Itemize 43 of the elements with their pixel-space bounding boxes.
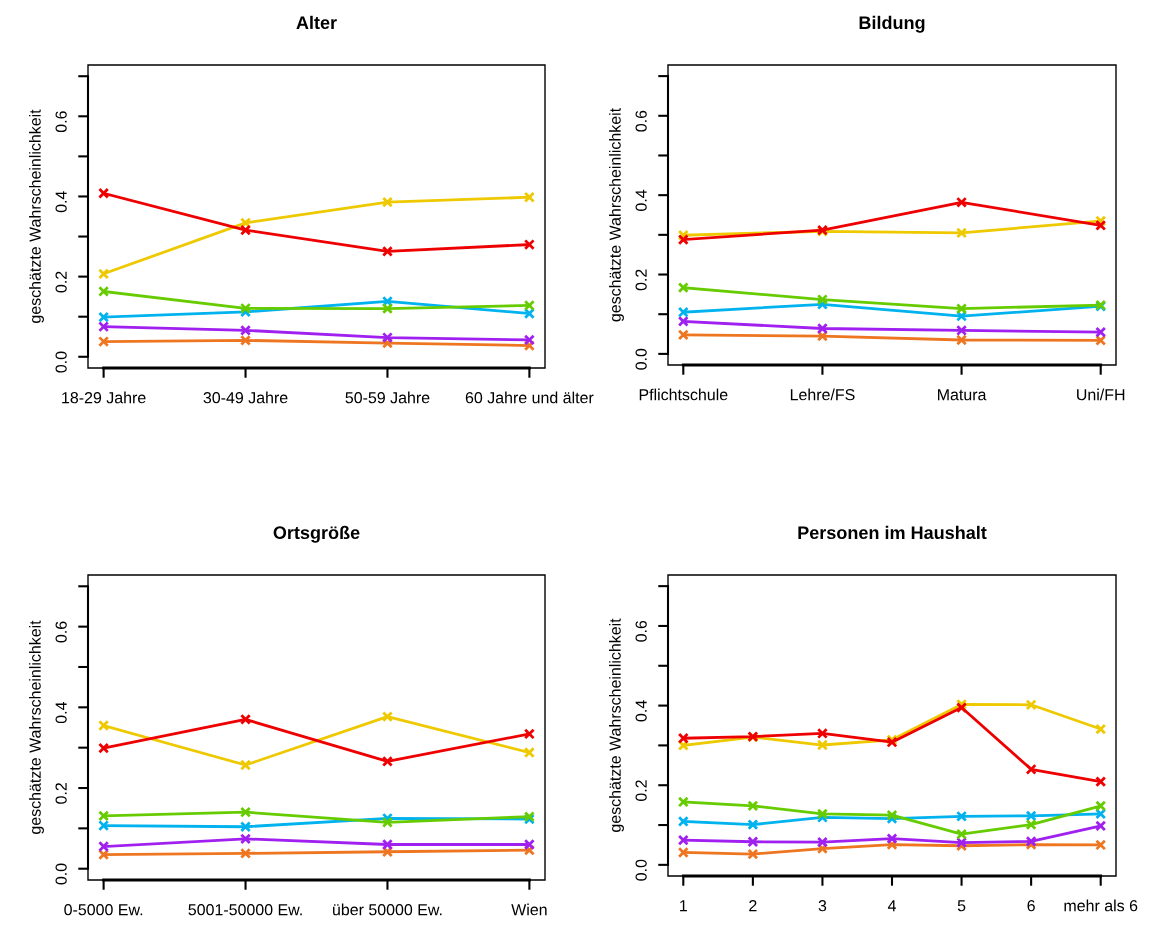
x-tick-label: 2	[749, 900, 757, 912]
x-tick-label: 60 Jahre und älter	[465, 391, 594, 404]
x-tick-label: 0-5000 Ew.	[64, 904, 143, 916]
y-tick-label: 0.4	[55, 702, 67, 724]
chart-title: Ortsgröße	[273, 525, 360, 543]
x-tick-label: 1	[680, 900, 687, 912]
y-axis-title: geschätzte Wahrscheinlichkeit	[609, 107, 624, 322]
x-tick-label: über 50000 Ew.	[333, 903, 442, 916]
x-tick-label: Lehre/FS	[790, 388, 855, 401]
y-tick-label: 0.6	[55, 111, 67, 133]
x-tick-label: 5001-50000 Ew.	[188, 904, 302, 916]
x-tick-label: 5	[957, 900, 966, 912]
chart-title: Bildung	[859, 15, 925, 33]
x-tick-label: 18-29 Jahre	[62, 391, 146, 404]
y-tick-label: 0.0	[635, 859, 647, 881]
y-tick-label: 0.0	[55, 351, 67, 373]
x-tick-label: 6	[1027, 900, 1035, 912]
y-axis-title: geschätzte Wahrscheinlichkeit	[29, 620, 44, 834]
y-tick-label: 0.0	[55, 863, 67, 885]
chart-title: Alter	[296, 15, 337, 30]
y-tick-label: 0.6	[55, 621, 67, 643]
y-tick-label: 0.2	[55, 271, 67, 293]
y-tick-label: 0.2	[635, 780, 647, 802]
y-tick-label: 0.2	[55, 783, 67, 804]
y-tick-label: 0.4	[55, 191, 67, 213]
y-tick-label: 0.6	[635, 620, 647, 642]
x-tick-label: Wien	[511, 903, 547, 916]
y-tick-label: 0.2	[635, 269, 647, 291]
y-tick-label: 0.4	[635, 189, 647, 211]
x-tick-label: 3	[818, 900, 827, 912]
x-tick-label: Uni/FH	[1077, 388, 1125, 401]
x-tick-label: 50-59 Jahre	[345, 391, 430, 404]
x-tick-label: 30-49 Jahre	[203, 391, 288, 404]
x-tick-label: Matura	[938, 389, 987, 401]
y-axis-title: geschätzte Wahrscheinlichkeit	[29, 109, 44, 323]
y-tick-label: 0.4	[635, 700, 647, 722]
x-tick-label: mehr als 6	[1064, 899, 1138, 912]
chart-title: Personen im Haushalt	[798, 525, 987, 540]
x-tick-label: 4	[887, 900, 896, 912]
y-tick-label: 0.6	[635, 110, 647, 132]
y-tick-label: 0.0	[635, 348, 647, 370]
y-axis-title: geschätzte Wahrscheinlichkeit	[609, 618, 624, 832]
x-tick-label: Pflichtschule	[639, 388, 728, 401]
